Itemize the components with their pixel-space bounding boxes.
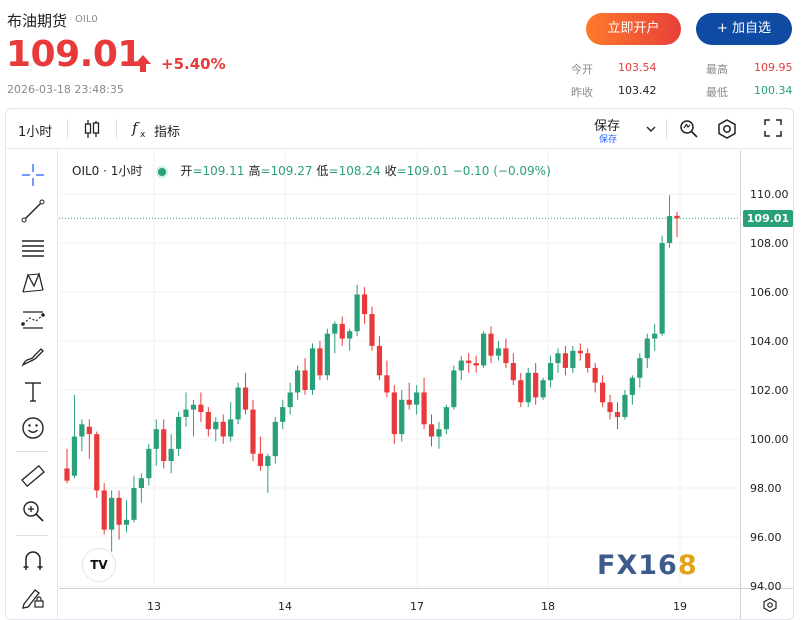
last-price-tag: 109.01: [743, 210, 793, 228]
lock-drawing-icon[interactable]: [20, 584, 46, 610]
toolbar-divider: [666, 119, 667, 139]
legend-high: =109.27: [260, 164, 313, 178]
legend-symbol: OIL0 · 1小时: [72, 164, 143, 178]
legend-low: =108.24: [328, 164, 381, 178]
indicators-button[interactable]: 指标: [154, 125, 181, 140]
prev-close-value: 103.42: [618, 84, 657, 97]
emoji-icon[interactable]: [20, 415, 46, 441]
legend-close: =109.01: [396, 164, 449, 178]
legend-open-label: 开: [180, 164, 193, 178]
fullscreen-icon[interactable]: [763, 118, 783, 138]
legend-close-label: 收: [384, 164, 397, 178]
toolbar-divider: [16, 451, 48, 452]
save-button[interactable]: 保存: [594, 119, 621, 134]
svg-text:x: x: [140, 130, 146, 140]
brush-icon[interactable]: [20, 343, 46, 369]
toolbar-divider: [67, 119, 68, 139]
legend-change: −0.10 (−0.09%): [452, 164, 551, 178]
quote-timestamp: 2026-03-18 23:48:35: [7, 83, 124, 96]
horizontal-lines-icon[interactable]: [20, 235, 46, 261]
chart-legend: OIL0 · 1小时 开=109.11 高=109.27 低=108.24 收=109.…: [72, 162, 555, 179]
chart-toolbar: 1小时 f x 指标 保存 保存: [6, 109, 793, 149]
candle-style-icon[interactable]: [83, 118, 101, 140]
today-open-value: 103.54: [618, 61, 657, 74]
toolbar-divider: [16, 535, 48, 536]
drawing-toolbar: [6, 149, 58, 619]
chevron-down-icon[interactable]: [645, 123, 657, 135]
trend-line-icon[interactable]: [20, 198, 46, 224]
magnet-icon[interactable]: [20, 548, 46, 574]
legend-high-label: 高: [248, 164, 261, 178]
interval-selector[interactable]: 1小时: [18, 125, 53, 140]
tradingview-logo[interactable]: TV: [82, 548, 116, 582]
status-dot-icon: [158, 167, 167, 176]
chart-widget: 1小时 f x 指标 保存 保存: [5, 108, 794, 620]
plot-area[interactable]: [59, 150, 740, 588]
quick-search-icon[interactable]: [678, 118, 700, 140]
save-sub-label: 保存: [599, 135, 618, 145]
instrument-code: OIL0: [75, 14, 98, 25]
svg-text:f: f: [131, 119, 140, 137]
low-value: 100.34: [754, 84, 793, 97]
prev-close-label: 昨收: [571, 86, 593, 99]
forecast-icon[interactable]: [20, 307, 46, 333]
ruler-icon[interactable]: [20, 463, 46, 489]
time-axis[interactable]: [59, 588, 740, 619]
price-up-arrow-icon: [135, 55, 151, 72]
crosshair-icon[interactable]: [20, 162, 46, 188]
legend-low-label: 低: [316, 164, 329, 178]
add-watchlist-button[interactable]: + 加自选: [696, 13, 792, 45]
toolbar-divider: [116, 119, 117, 139]
axis-corner: [740, 588, 793, 619]
last-price: 109.01: [6, 34, 142, 75]
text-tool-icon[interactable]: [20, 379, 46, 405]
legend-open: =109.11: [192, 164, 245, 178]
price-axis[interactable]: [740, 150, 793, 588]
change-percent: +5.40%: [161, 55, 226, 73]
open-account-button[interactable]: 立即开户: [586, 13, 681, 45]
settings-icon[interactable]: [716, 118, 738, 140]
indicators-icon[interactable]: f x: [131, 118, 151, 140]
low-label: 最低: [706, 86, 728, 99]
today-open-label: 今开: [571, 63, 593, 76]
fx168-watermark: FX168: [597, 550, 698, 581]
settings-icon[interactable]: [762, 597, 778, 613]
high-value: 109.95: [754, 61, 793, 74]
high-label: 最高: [706, 63, 728, 76]
zoom-in-icon[interactable]: [20, 498, 46, 524]
instrument-name: 布油期货: [7, 12, 68, 30]
pattern-icon[interactable]: [20, 270, 46, 296]
